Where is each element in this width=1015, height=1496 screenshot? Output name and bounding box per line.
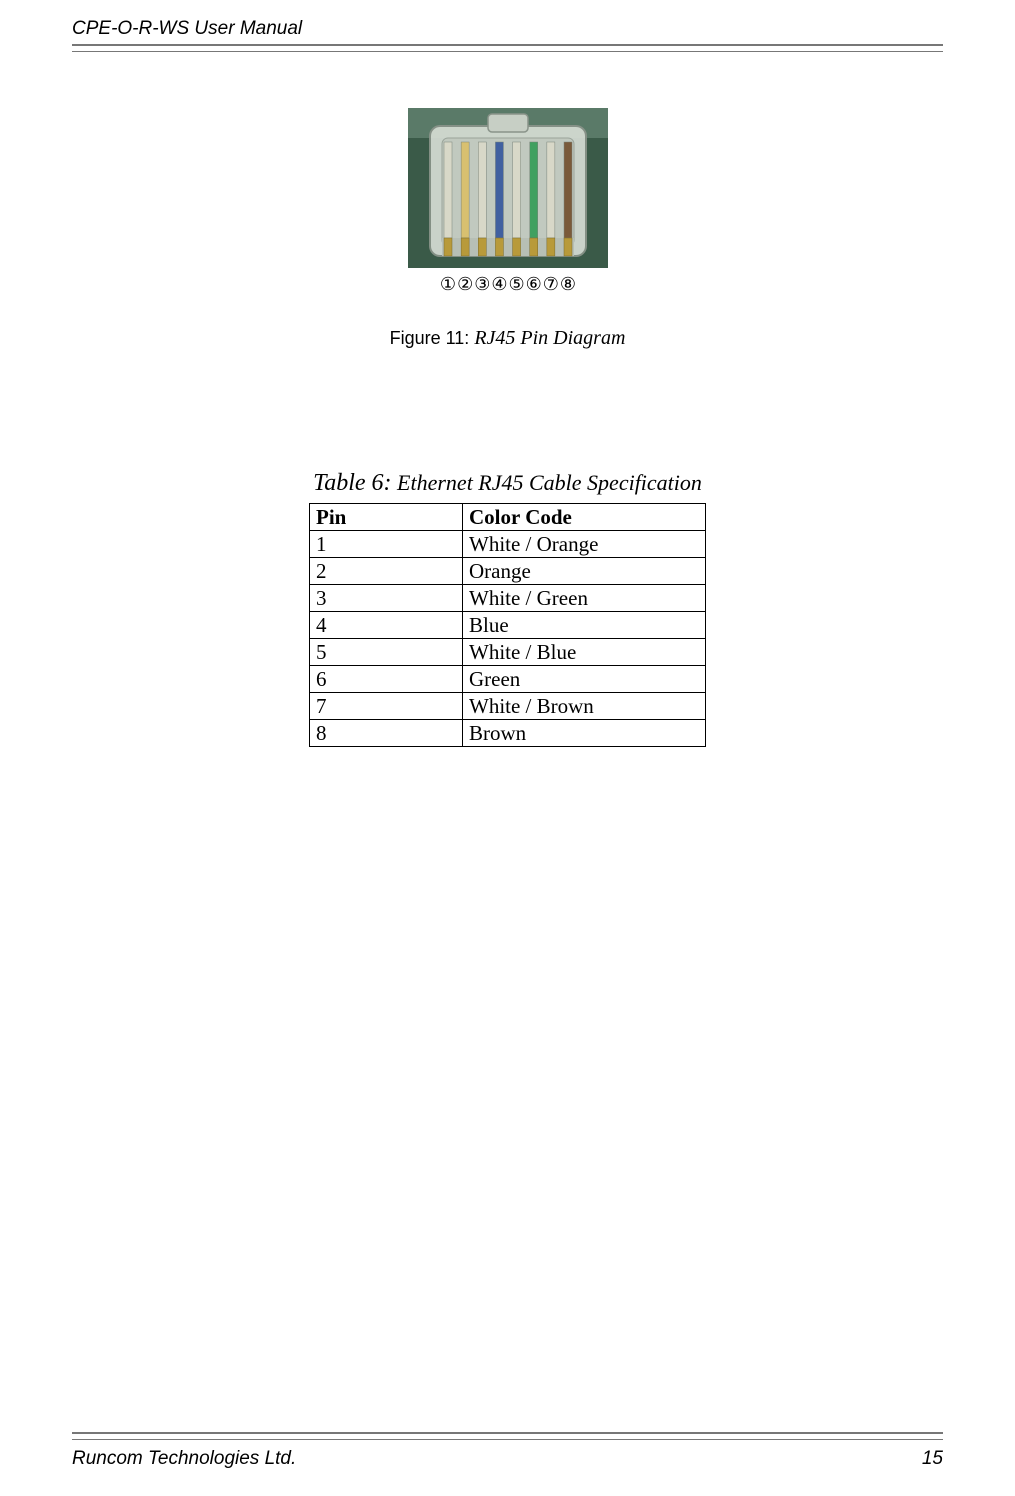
table-cell-color: White / Green bbox=[463, 585, 706, 612]
footer-company: Runcom Technologies Ltd. bbox=[72, 1448, 296, 1470]
figure-caption: Figure 11: RJ45 Pin Diagram bbox=[72, 327, 943, 350]
svg-text:⑥: ⑥ bbox=[525, 274, 541, 294]
svg-text:⑧: ⑧ bbox=[559, 274, 575, 294]
page-content: ①②③④⑤⑥⑦⑧ Figure 11: RJ45 Pin Diagram Tab… bbox=[72, 100, 943, 747]
page-footer: Runcom Technologies Ltd. 15 bbox=[72, 1448, 943, 1470]
table-cell-pin: 1 bbox=[310, 531, 463, 558]
page-header: CPE-O-R-WS User Manual bbox=[72, 18, 943, 40]
footer-rule bbox=[72, 1432, 943, 1440]
header-title: CPE-O-R-WS User Manual bbox=[72, 18, 302, 39]
table-row: 6Green bbox=[310, 666, 706, 693]
table-row: 3White / Green bbox=[310, 585, 706, 612]
table-title: Ethernet RJ45 Cable Specification bbox=[392, 470, 702, 495]
svg-text:③: ③ bbox=[474, 274, 490, 294]
table-row: 5White / Blue bbox=[310, 639, 706, 666]
table-cell-pin: 7 bbox=[310, 693, 463, 720]
page: CPE-O-R-WS User Manual ①② bbox=[0, 0, 1015, 1496]
table-label: Table 6: bbox=[313, 470, 391, 496]
svg-text:②: ② bbox=[457, 274, 473, 294]
figure-label: Figure 11: bbox=[390, 328, 475, 348]
table-row: 2Orange bbox=[310, 558, 706, 585]
table-caption: Table 6: Ethernet RJ45 Cable Specificati… bbox=[72, 470, 943, 497]
figure-rj45: ①②③④⑤⑥⑦⑧ bbox=[72, 108, 943, 313]
table-row: 4Blue bbox=[310, 612, 706, 639]
table-cell-pin: 6 bbox=[310, 666, 463, 693]
header-rule bbox=[72, 44, 943, 52]
table-cell-pin: 8 bbox=[310, 720, 463, 747]
svg-text:⑦: ⑦ bbox=[542, 274, 558, 294]
svg-text:⑤: ⑤ bbox=[508, 274, 524, 294]
table-cell-color: Brown bbox=[463, 720, 706, 747]
table-cell-pin: 2 bbox=[310, 558, 463, 585]
table-cell-color: Orange bbox=[463, 558, 706, 585]
table-cell-color: Blue bbox=[463, 612, 706, 639]
table-row: 1White / Orange bbox=[310, 531, 706, 558]
rj45-connector-icon: ①②③④⑤⑥⑦⑧ bbox=[408, 108, 608, 308]
table-cell-pin: 5 bbox=[310, 639, 463, 666]
table-header-color: Color Code bbox=[463, 504, 706, 531]
svg-text:①: ① bbox=[439, 274, 455, 294]
footer-page-number: 15 bbox=[922, 1448, 943, 1470]
figure-title: RJ45 Pin Diagram bbox=[474, 327, 625, 349]
table-cell-pin: 3 bbox=[310, 585, 463, 612]
table-cell-pin: 4 bbox=[310, 612, 463, 639]
table-cell-color: White / Orange bbox=[463, 531, 706, 558]
table-cell-color: White / Brown bbox=[463, 693, 706, 720]
rj45-table: Pin Color Code 1White / Orange2Orange3Wh… bbox=[309, 503, 706, 747]
table-header-pin: Pin bbox=[310, 504, 463, 531]
table-row: 8Brown bbox=[310, 720, 706, 747]
table-header-row: Pin Color Code bbox=[310, 504, 706, 531]
svg-text:④: ④ bbox=[491, 274, 507, 294]
table-row: 7White / Brown bbox=[310, 693, 706, 720]
table-cell-color: Green bbox=[463, 666, 706, 693]
table-cell-color: White / Blue bbox=[463, 639, 706, 666]
